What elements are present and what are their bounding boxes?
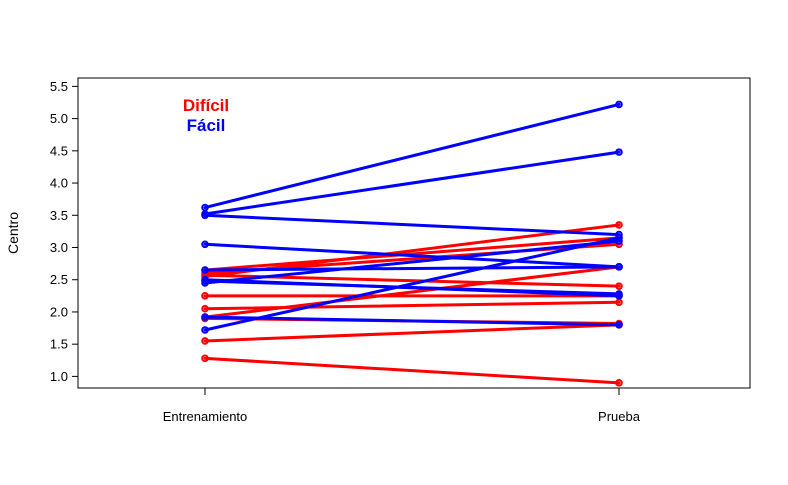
y-tick-label: 4.5 [50, 143, 68, 158]
x-tick-label: Prueba [598, 409, 641, 424]
series-line [203, 323, 621, 343]
data-point [615, 282, 623, 290]
series-group-1 [201, 100, 623, 334]
series-line [203, 356, 621, 385]
data-point [615, 100, 623, 109]
y-tick-label: 1.5 [50, 337, 68, 352]
plot-frame [77, 77, 751, 389]
series-line [203, 242, 621, 269]
series-line [203, 239, 621, 285]
data-point [615, 379, 623, 387]
data-point [615, 230, 623, 239]
y-tick-label: 1.0 [50, 369, 68, 384]
data-point [615, 221, 623, 229]
data-point [201, 275, 209, 284]
data-point [201, 337, 209, 345]
data-point [615, 263, 623, 271]
y-axis-label: Centro [5, 212, 21, 254]
legend-entry: Difícil [183, 96, 229, 115]
data-point [201, 326, 209, 334]
data-point [615, 234, 623, 242]
legend-entry: Fácil [187, 116, 226, 135]
data-point [615, 148, 623, 156]
series-lines [201, 100, 623, 387]
data-point [201, 292, 209, 300]
series-line [203, 300, 621, 311]
y-tick-label: 4.0 [50, 176, 68, 191]
series-line [203, 150, 621, 216]
data-point [201, 266, 209, 274]
y-tick-label: 5.5 [50, 79, 68, 94]
y-tick-label: 2.5 [50, 272, 68, 287]
data-point [201, 240, 209, 249]
y-tick-label: 2.0 [50, 304, 68, 319]
x-tick-label: Entrenamiento [163, 409, 248, 424]
series-line [203, 278, 621, 298]
data-point [201, 313, 209, 321]
data-point [201, 210, 209, 218]
x-axis: Entrenamiento Prueba [163, 387, 641, 424]
series-line [203, 315, 621, 327]
data-point [615, 292, 623, 300]
series-line [203, 213, 621, 237]
data-point [201, 304, 209, 313]
y-tick-label: 5.0 [50, 111, 68, 126]
series-line [203, 236, 621, 272]
series-line [203, 265, 621, 272]
data-point [201, 354, 209, 363]
series-line [203, 102, 621, 210]
series-line [203, 236, 621, 332]
y-tick-label: 3.5 [50, 208, 68, 223]
y-tick-label: 3.0 [50, 240, 68, 255]
y-axis: 1.0 1.5 2.0 2.5 3.0 3.5 4.0 4.5 5.0 5.5 [50, 79, 79, 384]
data-point [615, 321, 623, 329]
